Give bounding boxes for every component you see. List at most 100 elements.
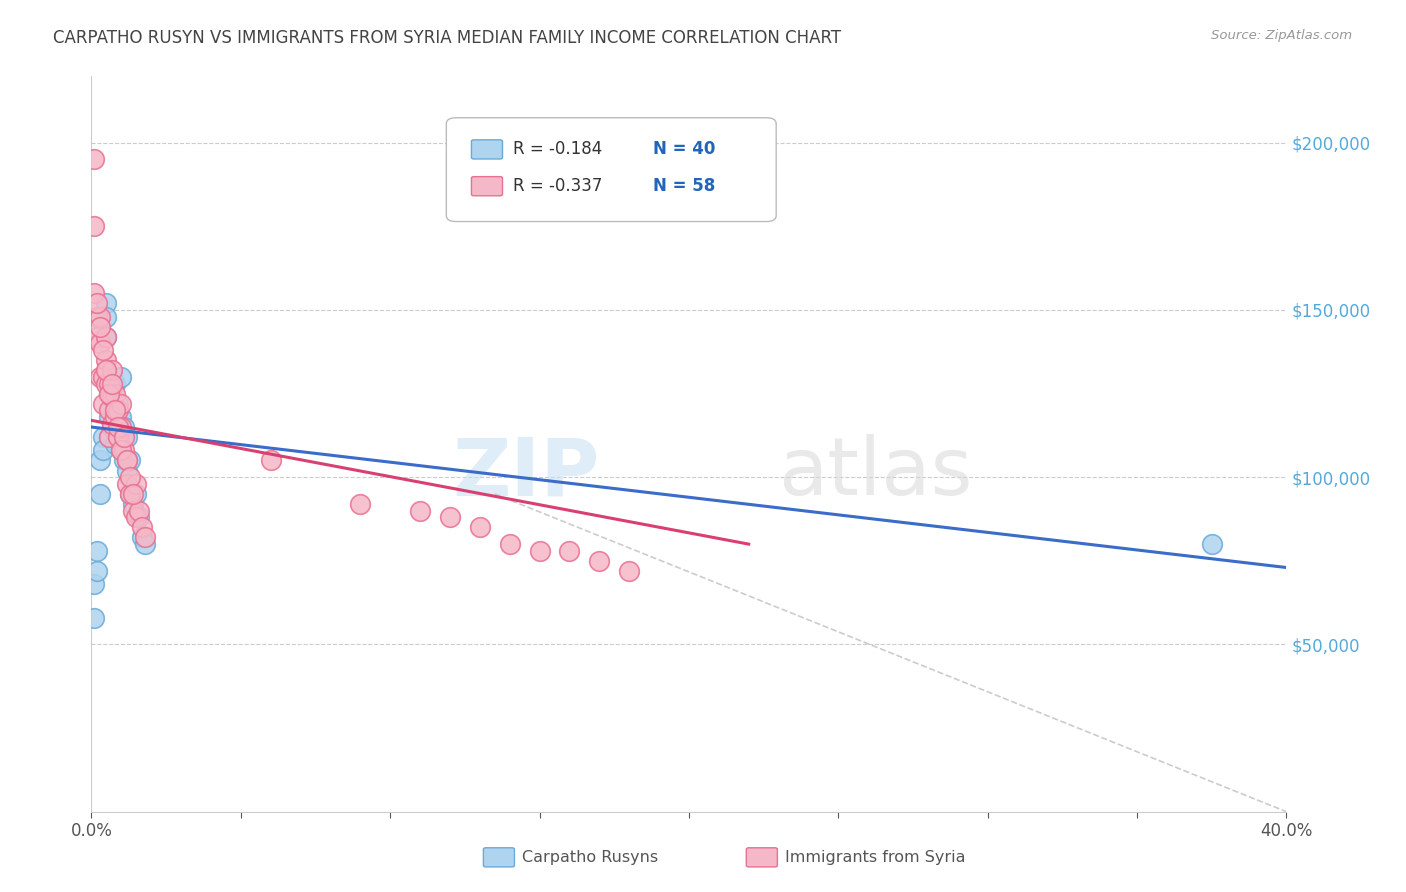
Point [120,487,142,501]
Point [86,296,108,310]
Point [131,520,153,534]
Point [104,403,127,417]
FancyBboxPatch shape [446,118,776,221]
Point [115,430,138,444]
Point [89,319,111,334]
Point [120,470,142,484]
Point [101,369,124,384]
Point [125,476,148,491]
Point [96,376,118,391]
Point [96,296,118,310]
Point [107,420,129,434]
Text: ZIP: ZIP [453,434,599,512]
Point [83,577,105,591]
Point [101,390,124,404]
Point [104,410,127,425]
Point [104,386,127,401]
Point [588,554,610,568]
Point [112,420,135,434]
Point [115,453,138,467]
Point [101,363,124,377]
Point [134,537,156,551]
Point [120,453,142,467]
Point [98,386,121,401]
Text: Carpatho Rusyns: Carpatho Rusyns [522,850,658,865]
Point [104,376,127,391]
Point [93,396,115,410]
Point [259,453,281,467]
Point [86,543,108,558]
Point [98,430,121,444]
Point [619,564,641,578]
FancyBboxPatch shape [471,177,502,195]
Point [93,343,115,357]
Point [115,464,138,478]
Point [112,453,135,467]
Point [98,410,121,425]
Point [98,430,121,444]
Point [86,564,108,578]
Point [83,153,105,167]
Point [558,543,581,558]
Point [96,363,118,377]
Point [120,487,142,501]
Point [93,430,115,444]
Point [115,453,138,467]
Point [107,396,129,410]
FancyBboxPatch shape [747,847,778,867]
Point [122,497,145,511]
Point [128,503,150,517]
Point [439,510,461,524]
Point [89,310,111,324]
Point [107,430,129,444]
Point [98,386,121,401]
Point [529,543,551,558]
Point [89,336,111,351]
Point [110,410,132,425]
Point [110,420,132,434]
Point [83,219,105,234]
Text: N = 40: N = 40 [652,140,716,159]
Point [349,497,371,511]
Point [409,503,432,517]
Point [122,503,145,517]
Point [468,520,491,534]
Point [125,487,148,501]
Point [101,420,124,434]
Point [122,487,145,501]
FancyBboxPatch shape [484,847,515,867]
Point [131,530,153,544]
Point [112,443,135,458]
Text: atlas: atlas [779,434,973,512]
Text: Immigrants from Syria: Immigrants from Syria [785,850,965,865]
Point [110,396,132,410]
Point [93,443,115,458]
Point [101,417,124,431]
Text: N = 58: N = 58 [652,178,716,195]
Point [115,476,138,491]
Point [86,310,108,324]
Text: Source: ZipAtlas.com: Source: ZipAtlas.com [1212,29,1353,42]
Point [104,436,127,450]
Point [125,510,148,524]
Point [499,537,522,551]
Point [86,330,108,344]
Point [101,396,124,410]
Point [96,310,118,324]
Point [112,430,135,444]
Point [110,443,132,458]
Text: R = -0.184: R = -0.184 [513,140,603,159]
Point [83,611,105,625]
Point [101,376,124,391]
Point [89,487,111,501]
Point [93,369,115,384]
Point [89,453,111,467]
Point [104,410,127,425]
Point [134,530,156,544]
Point [98,376,121,391]
FancyBboxPatch shape [471,140,502,159]
Text: R = -0.337: R = -0.337 [513,178,603,195]
Point [110,443,132,458]
Point [107,403,129,417]
Text: CARPATHO RUSYN VS IMMIGRANTS FROM SYRIA MEDIAN FAMILY INCOME CORRELATION CHART: CARPATHO RUSYN VS IMMIGRANTS FROM SYRIA … [53,29,842,46]
